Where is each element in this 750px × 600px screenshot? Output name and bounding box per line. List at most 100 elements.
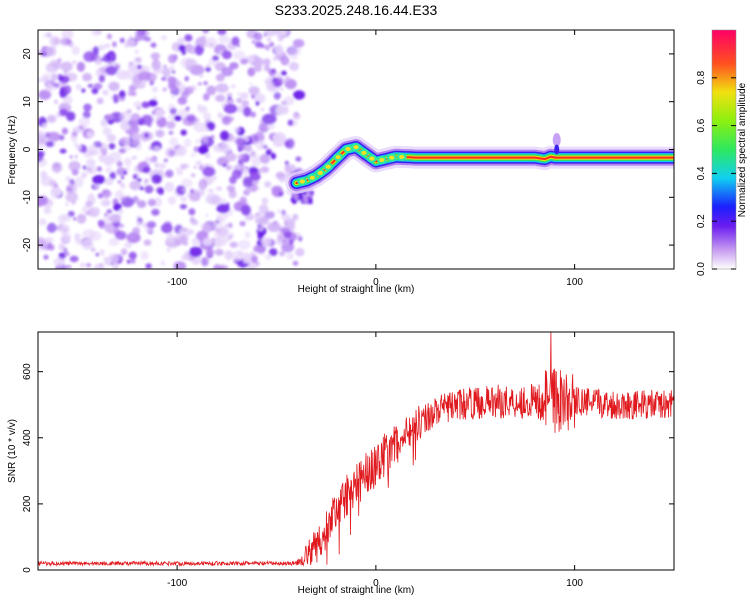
noise-blob [45, 141, 55, 148]
noise-blob [224, 250, 233, 261]
noise-blob [169, 107, 177, 115]
noise-blob [151, 208, 160, 216]
noise-blob [117, 180, 122, 184]
noise-blob [240, 92, 249, 100]
noise-blob [45, 236, 54, 244]
noise-blob [183, 94, 188, 99]
noise-blob [255, 139, 266, 151]
noise-blob [142, 166, 151, 174]
noise-blob [248, 86, 260, 96]
noise-blob [190, 86, 195, 91]
noise-blob [168, 130, 174, 135]
noise-blob [85, 263, 92, 268]
noise-blob [69, 155, 73, 159]
noise-blob [202, 237, 213, 246]
noise-blob [177, 37, 186, 44]
noise-blob [176, 185, 186, 196]
noise-blob [43, 254, 49, 260]
noise-blob [213, 176, 217, 180]
noise-blob [292, 213, 299, 221]
noise-blob [160, 260, 166, 266]
noise-blob [197, 82, 202, 86]
noise-blob [167, 76, 177, 84]
noise-blob [280, 70, 287, 76]
noise-blob [61, 30, 74, 40]
noise-blob [75, 83, 82, 91]
noise-blob [96, 97, 104, 105]
noise-blob [291, 165, 295, 170]
noise-blob [250, 111, 256, 118]
noise-blob [239, 221, 246, 227]
noise-blob [214, 265, 219, 269]
noise-blob [176, 168, 184, 176]
noise-blob [293, 193, 299, 201]
noise-blob [244, 144, 253, 152]
noise-blob [93, 83, 103, 90]
noise-blob [185, 58, 198, 68]
noise-blob [106, 209, 113, 214]
noise-blob [79, 262, 86, 268]
noise-blob [264, 44, 271, 51]
ridge-blob-core [309, 175, 315, 180]
noise-blob [120, 182, 126, 189]
noise-blob [205, 213, 209, 218]
noise-blob [254, 218, 262, 224]
noise-blob [114, 190, 125, 199]
noise-blob [207, 188, 214, 194]
noise-blob [38, 236, 45, 243]
noise-blob [223, 103, 238, 114]
noise-blob [43, 47, 57, 57]
noise-blob [137, 178, 142, 182]
noise-blob [107, 114, 113, 121]
noise-blob [193, 146, 200, 153]
noise-blob [259, 120, 264, 124]
noise-blob [163, 65, 167, 69]
noise-blob [233, 50, 246, 60]
noise-blob [283, 221, 296, 233]
noise-blob [153, 146, 161, 152]
noise-blob [140, 65, 151, 73]
noise-blob [118, 256, 124, 262]
noise-blob [60, 61, 73, 72]
noise-blob [104, 256, 112, 266]
noise-blob [190, 188, 194, 194]
noise-blob [143, 182, 148, 187]
noise-blob [197, 105, 208, 113]
noise-blob [203, 81, 208, 86]
noise-blob [273, 80, 282, 88]
noise-blob [126, 259, 132, 264]
noise-blob [206, 85, 217, 96]
noise-blob [169, 65, 175, 72]
noise-blob [184, 34, 193, 42]
noise-blob [63, 85, 72, 95]
noise-blob [202, 135, 209, 143]
ridge-blob-core [389, 155, 395, 160]
noise-blob [199, 74, 204, 78]
noise-blob [151, 174, 162, 184]
noise-blob [228, 190, 237, 199]
noise-blob [242, 177, 253, 188]
noise-blob [74, 154, 78, 159]
noise-blob [92, 174, 106, 185]
noise-blob [131, 155, 137, 160]
noise-blob [61, 127, 68, 135]
noise-blob [247, 67, 256, 77]
noise-blob [204, 153, 211, 159]
noise-blob [292, 260, 299, 266]
noise-blob [226, 98, 235, 105]
noise-blob [225, 164, 232, 171]
noise-blob [237, 44, 241, 48]
noise-blob [76, 61, 86, 72]
noise-blob [136, 220, 142, 227]
noise-blob [229, 241, 238, 248]
noise-blob [264, 211, 275, 219]
noise-blob [73, 217, 77, 221]
noise-blob [155, 186, 164, 194]
noise-blob [229, 232, 235, 239]
noise-blob [38, 218, 47, 226]
noise-blob [102, 127, 112, 136]
noise-blob [135, 33, 143, 42]
noise-blob [240, 204, 251, 216]
noise-blob [178, 44, 186, 52]
